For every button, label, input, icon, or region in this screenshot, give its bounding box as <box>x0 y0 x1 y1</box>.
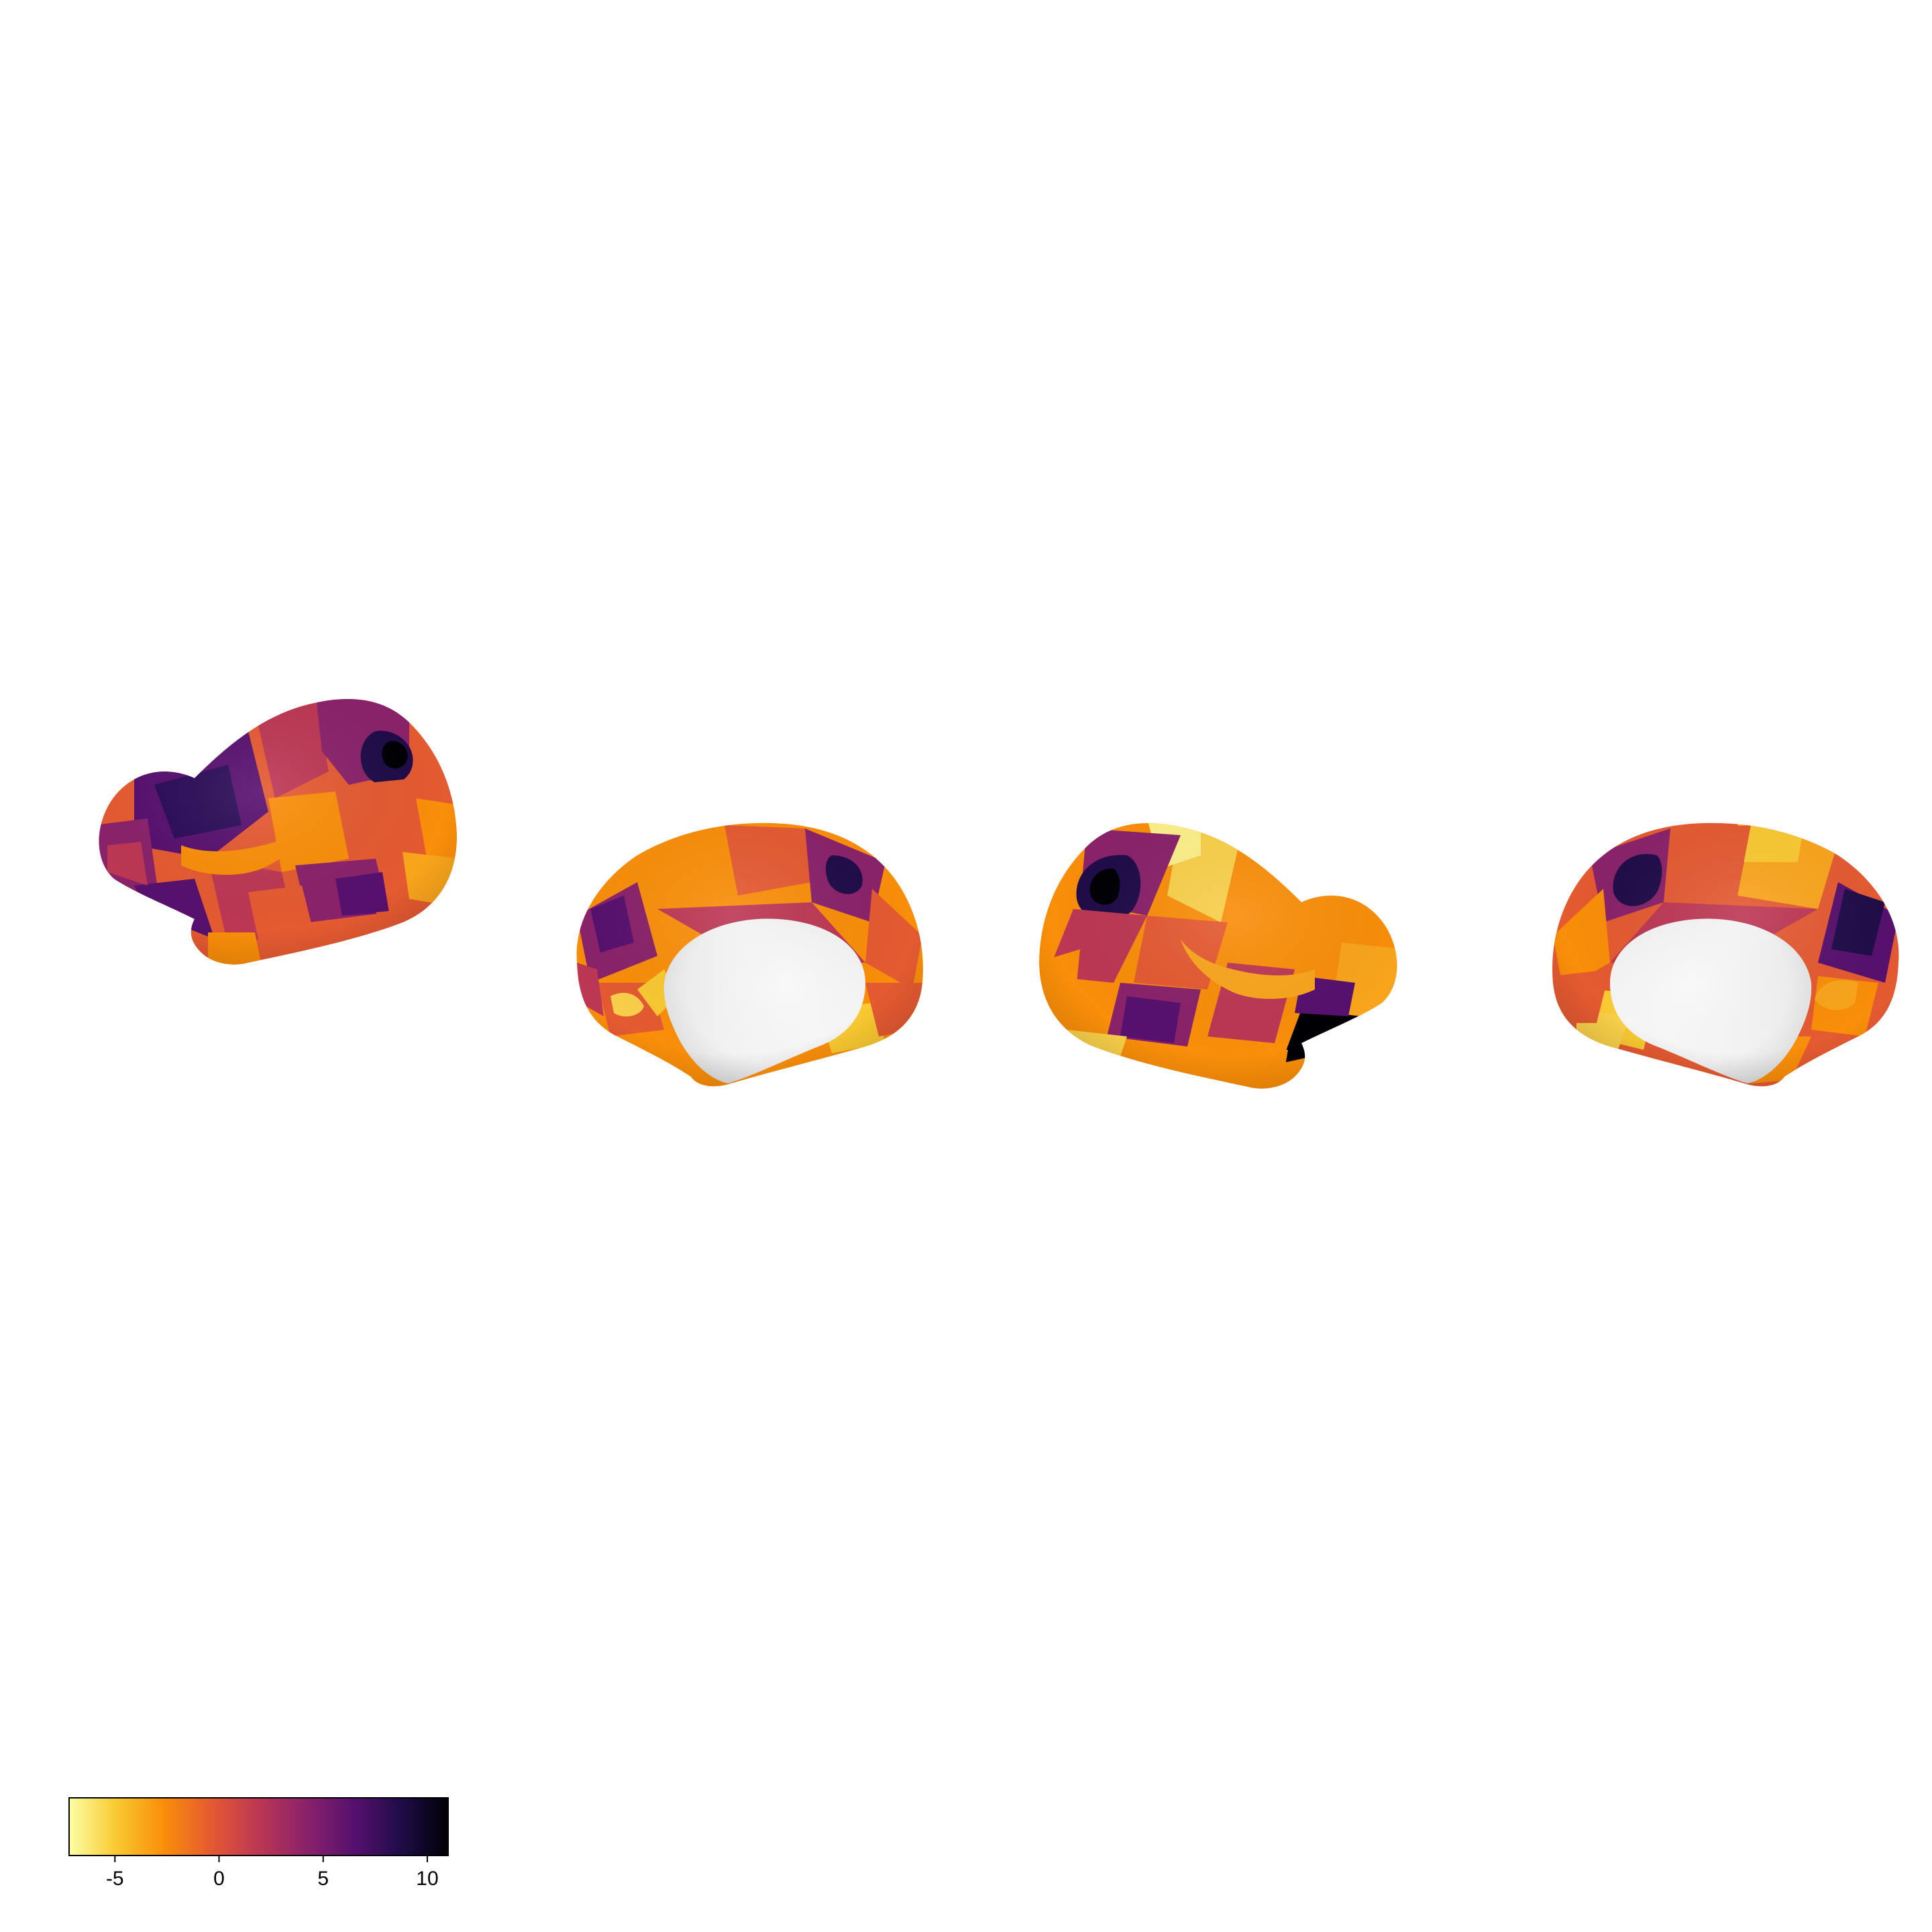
colorbar-tick-label: 5 <box>317 1868 329 1890</box>
brain-view-right-lateral <box>1036 815 1402 1090</box>
colorbar-tick-label: 0 <box>213 1868 225 1890</box>
colorbar-tick-label: 10 <box>416 1868 438 1890</box>
colorbar-tick-label: -5 <box>106 1868 124 1890</box>
brain-view-left-lateral <box>94 691 460 966</box>
brain-view-right-medial <box>1552 822 1898 1086</box>
brain-view-left-medial <box>577 823 923 1086</box>
colorbar-ticks: -5 0 5 10 <box>106 1856 439 1890</box>
colorbar: -5 0 5 10 <box>69 1798 448 1890</box>
colorbar-gradient <box>69 1798 448 1856</box>
